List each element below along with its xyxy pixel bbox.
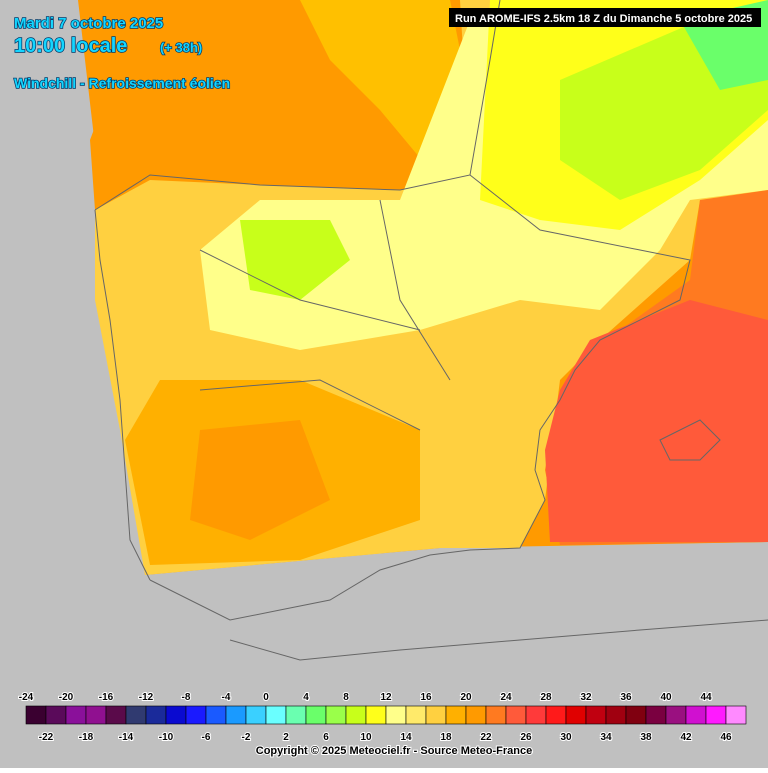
legend-label: -16 — [99, 692, 114, 703]
legend-swatch — [345, 705, 367, 725]
legend-label: -14 — [119, 732, 134, 743]
run-box — [449, 8, 761, 27]
legend-label: 8 — [343, 692, 349, 703]
legend-label: 22 — [480, 732, 492, 743]
copyright: Copyright © 2025 Meteociel.fr - Source M… — [256, 745, 532, 757]
legend-swatch — [425, 705, 447, 725]
legend-label: 10 — [360, 732, 372, 743]
legend-swatch — [125, 705, 147, 725]
legend-label: -12 — [139, 692, 154, 703]
legend-swatch — [225, 705, 247, 725]
legend-label: -10 — [159, 732, 174, 743]
legend: -24-22-20-18-16-14-12-10-8-6-4-202468101… — [18, 691, 747, 744]
run-info: Run AROME-IFS 2.5km 18 Z du Dimanche 5 o… — [455, 13, 752, 25]
legend-label: 16 — [420, 692, 432, 703]
legend-label: 24 — [500, 692, 512, 703]
legend-swatch — [445, 705, 467, 725]
legend-swatch — [645, 705, 667, 725]
legend-swatch — [45, 705, 67, 725]
legend-swatch — [325, 705, 347, 725]
legend-swatch — [405, 705, 427, 725]
legend-swatch — [185, 705, 207, 725]
legend-label: -6 — [202, 732, 211, 743]
legend-label: -8 — [182, 692, 191, 703]
legend-swatch — [485, 705, 507, 725]
legend-swatch — [25, 705, 47, 725]
legend-swatch — [685, 705, 707, 725]
date: Mardi 7 octobre 2025 — [14, 15, 163, 32]
legend-swatch — [705, 705, 727, 725]
legend-swatch — [365, 705, 387, 725]
legend-label: 20 — [460, 692, 472, 703]
legend-swatch — [145, 705, 167, 725]
legend-swatch — [545, 705, 567, 725]
legend-label: 18 — [440, 732, 452, 743]
legend-label: 46 — [720, 732, 732, 743]
legend-label: 4 — [303, 692, 309, 703]
legend-swatch — [305, 705, 327, 725]
legend-label: -24 — [19, 692, 34, 703]
legend-label: -4 — [222, 692, 231, 703]
legend-label: -20 — [59, 692, 74, 703]
legend-label: 40 — [660, 692, 672, 703]
legend-label: 38 — [640, 732, 652, 743]
model-field — [78, 0, 768, 575]
legend-swatch — [665, 705, 687, 725]
legend-swatch — [585, 705, 607, 725]
lead-time: (+ 38h) — [160, 40, 202, 55]
legend-label: -22 — [39, 732, 54, 743]
legend-swatch — [465, 705, 487, 725]
legend-swatch — [625, 705, 647, 725]
legend-label: 28 — [540, 692, 552, 703]
legend-label: 0 — [263, 692, 269, 703]
legend-swatch — [525, 705, 547, 725]
legend-label: -18 — [79, 732, 94, 743]
legend-swatch — [385, 705, 407, 725]
legend-swatch — [505, 705, 527, 725]
parameter: Windchill - Refroissement éolien — [14, 75, 230, 91]
legend-label: 42 — [680, 732, 692, 743]
legend-swatch — [285, 705, 307, 725]
legend-swatch — [265, 705, 287, 725]
legend-label: 30 — [560, 732, 572, 743]
legend-label: 44 — [700, 692, 712, 703]
legend-label: 36 — [620, 692, 632, 703]
legend-label: 6 — [323, 732, 329, 743]
legend-swatch — [105, 705, 127, 725]
legend-label: 34 — [600, 732, 612, 743]
coastlines — [94, 0, 768, 661]
legend-swatch — [725, 705, 747, 725]
time: 10:00 locale — [14, 35, 127, 57]
legend-swatch — [205, 705, 227, 725]
legend-swatch — [165, 705, 187, 725]
legend-swatch — [245, 705, 267, 725]
legend-label: -2 — [242, 732, 251, 743]
legend-label: 26 — [520, 732, 532, 743]
legend-label: 32 — [580, 692, 592, 703]
legend-swatch — [85, 705, 107, 725]
legend-label: 14 — [400, 732, 412, 743]
legend-swatch — [565, 705, 587, 725]
legend-label: 12 — [380, 692, 392, 703]
legend-swatch — [65, 705, 87, 725]
legend-label: 2 — [283, 732, 289, 743]
legend-swatch — [605, 705, 627, 725]
